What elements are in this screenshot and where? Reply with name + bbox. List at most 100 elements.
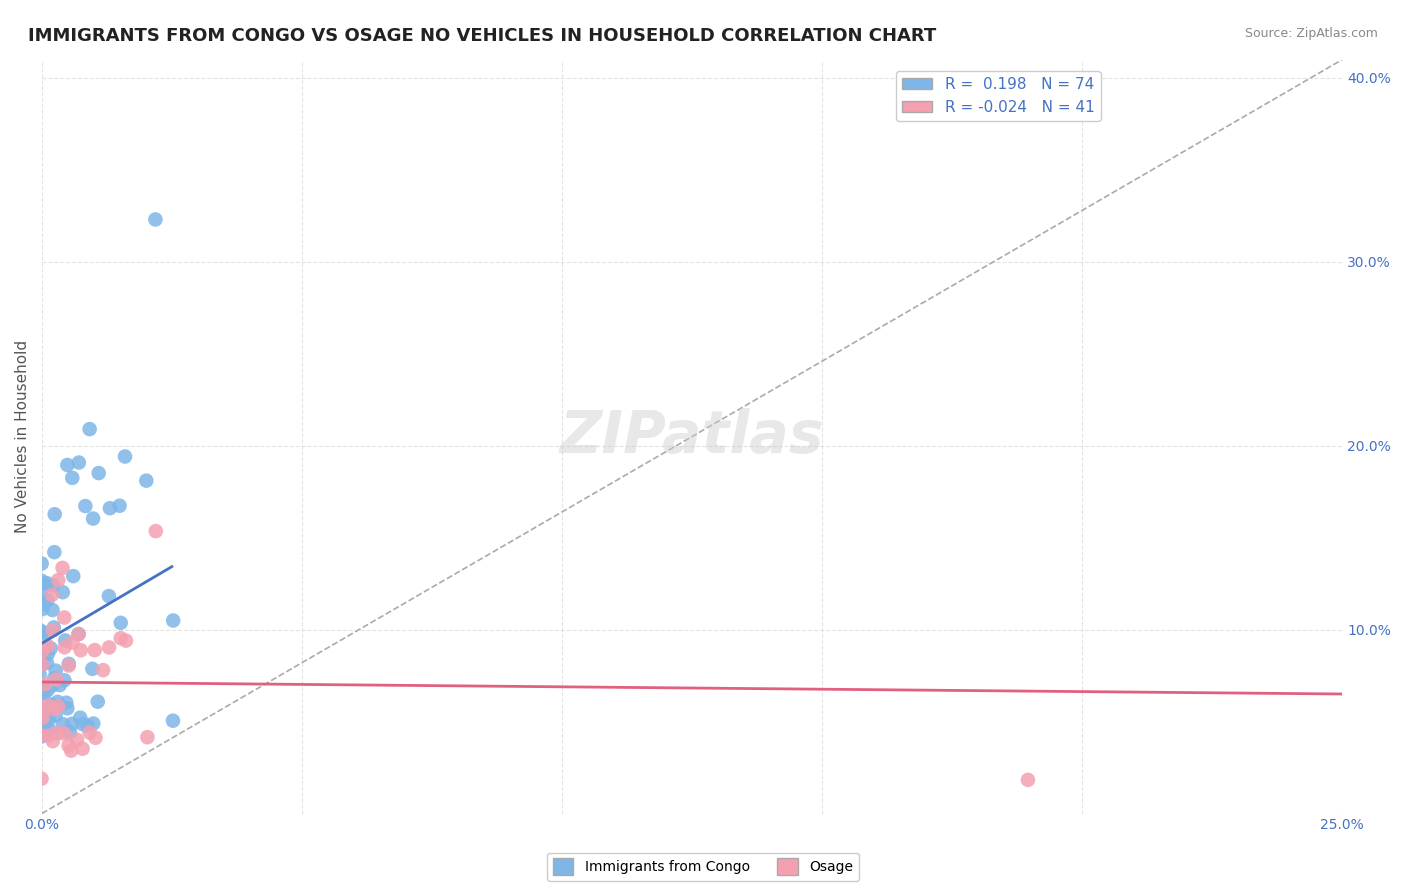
Point xyxy=(38,729,60,743)
Point xyxy=(162,614,184,628)
Point xyxy=(42,624,65,638)
Point xyxy=(34,677,56,691)
Point xyxy=(67,627,90,641)
Point xyxy=(32,680,55,694)
Point xyxy=(82,511,104,525)
Point xyxy=(58,657,80,671)
Point xyxy=(91,663,114,677)
Point xyxy=(98,640,121,655)
Point xyxy=(41,603,63,617)
Point xyxy=(44,702,66,716)
Point xyxy=(53,640,76,655)
Point xyxy=(30,657,52,672)
Point xyxy=(41,724,63,739)
Point xyxy=(67,627,90,641)
Point xyxy=(110,615,132,630)
Point xyxy=(46,699,69,714)
Point xyxy=(60,471,83,485)
Point xyxy=(58,739,80,753)
Point xyxy=(42,620,65,634)
Point xyxy=(37,647,59,661)
Point xyxy=(52,717,75,731)
Point xyxy=(162,714,184,728)
Point xyxy=(66,732,89,747)
Point xyxy=(37,682,59,697)
Point xyxy=(46,726,69,740)
Point xyxy=(35,627,58,641)
Point xyxy=(59,725,82,739)
Point xyxy=(32,702,55,716)
Point xyxy=(69,711,91,725)
Point xyxy=(52,585,75,599)
Point xyxy=(114,450,136,464)
Legend: Immigrants from Congo, Osage: Immigrants from Congo, Osage xyxy=(547,853,859,880)
Point xyxy=(51,561,73,575)
Point xyxy=(76,719,98,733)
Point xyxy=(37,639,59,653)
Point xyxy=(87,466,110,480)
Point xyxy=(136,730,159,744)
Point xyxy=(32,597,55,611)
Point xyxy=(30,585,52,599)
Point xyxy=(97,589,120,603)
Point xyxy=(31,711,53,725)
Point xyxy=(42,734,65,748)
Point xyxy=(44,545,66,559)
Point xyxy=(1017,772,1039,787)
Point xyxy=(53,726,76,740)
Point xyxy=(79,422,101,436)
Point xyxy=(69,643,91,657)
Point xyxy=(135,474,157,488)
Text: Source: ZipAtlas.com: Source: ZipAtlas.com xyxy=(1244,27,1378,40)
Point xyxy=(82,662,104,676)
Point xyxy=(41,588,63,602)
Point xyxy=(79,725,101,739)
Point xyxy=(67,456,90,470)
Point xyxy=(145,524,167,538)
Point xyxy=(34,715,56,730)
Point xyxy=(56,458,79,472)
Point xyxy=(75,499,97,513)
Point xyxy=(30,688,52,702)
Point xyxy=(72,741,94,756)
Point xyxy=(87,695,110,709)
Point xyxy=(37,576,59,591)
Point xyxy=(42,671,65,685)
Point xyxy=(56,701,79,715)
Point xyxy=(31,772,53,786)
Point xyxy=(60,716,83,731)
Point xyxy=(31,625,53,640)
Point xyxy=(31,602,53,616)
Point xyxy=(44,508,66,522)
Point xyxy=(84,731,107,745)
Point xyxy=(30,574,52,588)
Point xyxy=(31,657,53,672)
Point xyxy=(31,644,53,658)
Point xyxy=(41,698,63,712)
Point xyxy=(53,673,76,688)
Point xyxy=(45,708,67,723)
Point xyxy=(31,729,53,743)
Point xyxy=(30,641,52,656)
Point xyxy=(62,569,84,583)
Point xyxy=(37,593,59,607)
Point xyxy=(39,641,62,656)
Point xyxy=(31,681,53,696)
Point xyxy=(82,716,104,731)
Point xyxy=(34,686,56,700)
Point xyxy=(45,664,67,678)
Point xyxy=(115,633,138,648)
Point xyxy=(108,499,131,513)
Point xyxy=(110,631,132,645)
Point xyxy=(31,577,53,591)
Point xyxy=(60,744,83,758)
Point xyxy=(58,658,80,673)
Point xyxy=(35,656,58,670)
Text: IMMIGRANTS FROM CONGO VS OSAGE NO VEHICLES IN HOUSEHOLD CORRELATION CHART: IMMIGRANTS FROM CONGO VS OSAGE NO VEHICL… xyxy=(28,27,936,45)
Point xyxy=(42,678,65,692)
Point xyxy=(38,713,60,727)
Point xyxy=(45,673,67,687)
Y-axis label: No Vehicles in Household: No Vehicles in Household xyxy=(15,340,30,533)
Point xyxy=(30,648,52,662)
Point xyxy=(30,624,52,638)
